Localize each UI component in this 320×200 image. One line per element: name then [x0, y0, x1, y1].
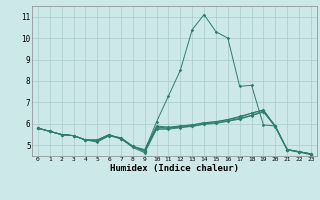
- X-axis label: Humidex (Indice chaleur): Humidex (Indice chaleur): [110, 164, 239, 173]
